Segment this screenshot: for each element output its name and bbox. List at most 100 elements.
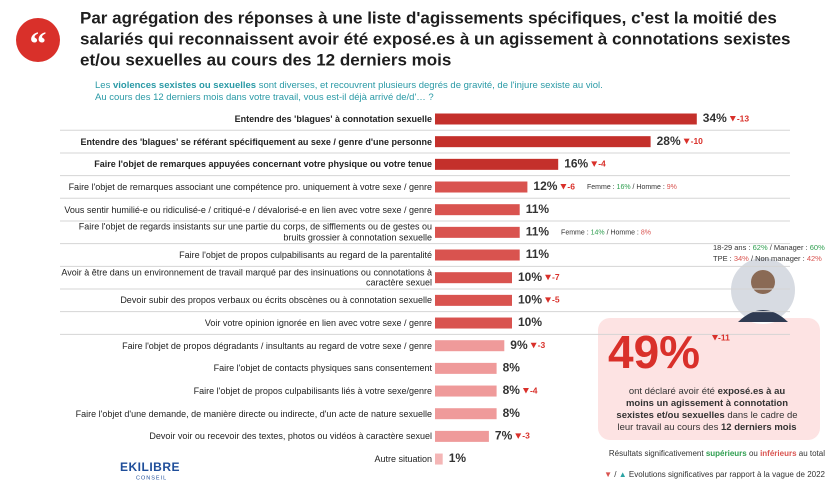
callout-text-part: 12 derniers mois xyxy=(721,422,797,433)
title-line: salariés qui reconnaissent avoir été exp… xyxy=(80,29,791,48)
breakdown-part: 60% xyxy=(810,243,825,252)
subtitle-part: Au cours des 12 derniers mois dans votre… xyxy=(95,92,434,103)
bar xyxy=(435,317,512,329)
category-label: Voir votre opinion ignorée en lien avec … xyxy=(204,317,432,328)
bar xyxy=(435,204,520,216)
gender-note: Femme : 14% / Homme : 8% xyxy=(561,229,651,236)
callout-text: leur travail au cours des 12 derniers mo… xyxy=(617,422,796,433)
callout-text-part: moins un agissement à connotation xyxy=(626,398,788,409)
change-label: -7 xyxy=(552,272,560,282)
value-label: 11% xyxy=(526,202,550,216)
evolution-note-part: / xyxy=(612,470,619,479)
breakdown-part: 42% xyxy=(807,254,822,263)
significance-note: Résultats significativement supérieurs o… xyxy=(609,449,825,458)
bar xyxy=(435,113,697,125)
callout-text-part: leur travail au cours des xyxy=(617,422,721,433)
category-label: Faire l'objet de propos dégradants / ins… xyxy=(122,340,432,351)
trend-down-icon xyxy=(545,297,552,303)
value-label: 34% xyxy=(703,111,727,125)
trend-down-icon xyxy=(530,342,537,349)
category-label: Faire l'objet de contacts physiques sans… xyxy=(213,363,432,374)
gender-note-part: / Homme : xyxy=(605,229,641,236)
gender-note-part: Femme : xyxy=(561,229,591,236)
bar xyxy=(435,362,497,374)
trend-down-icon xyxy=(683,138,690,145)
photo-head xyxy=(751,270,775,294)
evolution-note-part: ▲ xyxy=(619,470,627,479)
callout-text-part: dans le cadre de xyxy=(725,410,798,421)
callout-text: moins un agissement à connotation xyxy=(626,398,788,409)
trend-down-icon xyxy=(545,274,552,281)
value-label: 10% xyxy=(518,315,542,329)
callout-text: sexistes et/ou sexuelles dans le cadre d… xyxy=(616,410,797,421)
bar xyxy=(435,249,520,261)
category-label: Faire l'objet de propos culpabilisants a… xyxy=(179,249,432,260)
gender-note-part: / Homme : xyxy=(631,184,667,191)
subtitle-part: sont diverses, et recouvrent plusieurs d… xyxy=(256,80,603,91)
subtitle-part: Les xyxy=(95,80,113,91)
trend-down-icon xyxy=(591,161,598,167)
category-label: Faire l'objet de remarques associant une… xyxy=(68,181,432,192)
value-label: 7% xyxy=(495,429,513,443)
trend-down-icon xyxy=(522,388,529,394)
category-label: Faire l'objet de remarques appuyées conc… xyxy=(94,159,432,170)
change-label: -6 xyxy=(567,181,575,191)
value-label: 8% xyxy=(503,406,521,420)
category-label: Vous sentir humilié-e ou ridiculisé-e / … xyxy=(64,204,432,215)
breakdown-part: 62% xyxy=(753,243,768,252)
callout-text-part: exposé.es à au xyxy=(718,386,786,397)
callout-text: ont déclaré avoir été exposé.es à au xyxy=(629,386,786,397)
change-label: -3 xyxy=(538,340,546,350)
bar xyxy=(435,385,497,397)
evolution-note-part: ▼ xyxy=(604,470,612,479)
value-label: 11% xyxy=(526,247,550,261)
change-label: -13 xyxy=(737,113,750,123)
logo-name: EKILIBRE xyxy=(120,460,180,474)
category-label: Devoir subir des propos verbaux ou écrit… xyxy=(120,295,432,306)
gender-note-part: 9% xyxy=(667,184,677,191)
evolution-note-part: Evolutions significatives par rapport à … xyxy=(627,470,826,479)
category-label: Entendre des 'blagues' à connotation sex… xyxy=(234,113,432,124)
category-label: Faire l'objet de regards insistants sur … xyxy=(78,221,432,243)
change-label: -10 xyxy=(691,136,704,146)
callout-text-part: sexistes et/ou sexuelles xyxy=(616,410,724,421)
value-label: 28% xyxy=(657,134,681,148)
bar xyxy=(435,453,443,465)
category-label: Faire l'objet de propos culpabilisants l… xyxy=(193,385,432,396)
bar xyxy=(435,340,505,352)
value-label: 8% xyxy=(503,361,521,375)
bar xyxy=(435,136,651,148)
significance-note-part: ou xyxy=(747,449,760,458)
breakdown-part: / Non manager : xyxy=(749,254,807,263)
significance-note-part: supérieurs xyxy=(706,449,747,458)
value-label: 1% xyxy=(449,451,467,465)
trend-down-icon xyxy=(560,184,567,190)
category-label: Avoir à être dans un environnement de tr… xyxy=(61,267,432,288)
change-label: -5 xyxy=(552,295,560,305)
quote-glyph: “ xyxy=(30,26,47,63)
gender-note-part: 14% xyxy=(591,229,605,236)
evolution-note: ▼ / ▲ Evolutions significatives par rapp… xyxy=(604,470,825,479)
bar xyxy=(435,408,497,420)
category-label: Entendre des 'blagues' se référant spéci… xyxy=(80,136,432,147)
value-label: 9% xyxy=(510,338,528,352)
trend-down-icon xyxy=(712,335,718,341)
breakdown: TPE : 34% / Non manager : 42% xyxy=(713,254,822,263)
change-label: -4 xyxy=(598,159,606,169)
breakdown-part: / Manager : xyxy=(768,243,810,252)
value-label: 10% xyxy=(518,270,542,284)
significance-note-part: inférieurs xyxy=(760,449,797,458)
quote-icon xyxy=(16,18,60,62)
gender-note-part: 8% xyxy=(641,229,651,236)
bar xyxy=(435,294,512,306)
title-line: et/ou sexuelles au cours des 12 derniers… xyxy=(80,50,451,69)
gender-note-part: 16% xyxy=(617,184,631,191)
subtitle: Les violences sexistes ou sexuelles sont… xyxy=(95,80,603,91)
category-label: Faire l'objet d'une demande, de manière … xyxy=(75,408,432,419)
bar xyxy=(435,226,520,238)
callout-text-part: ont déclaré avoir été xyxy=(629,386,718,397)
gender-note-part: Femme : xyxy=(587,184,617,191)
value-label: 10% xyxy=(518,293,542,307)
trend-down-icon xyxy=(729,116,736,122)
